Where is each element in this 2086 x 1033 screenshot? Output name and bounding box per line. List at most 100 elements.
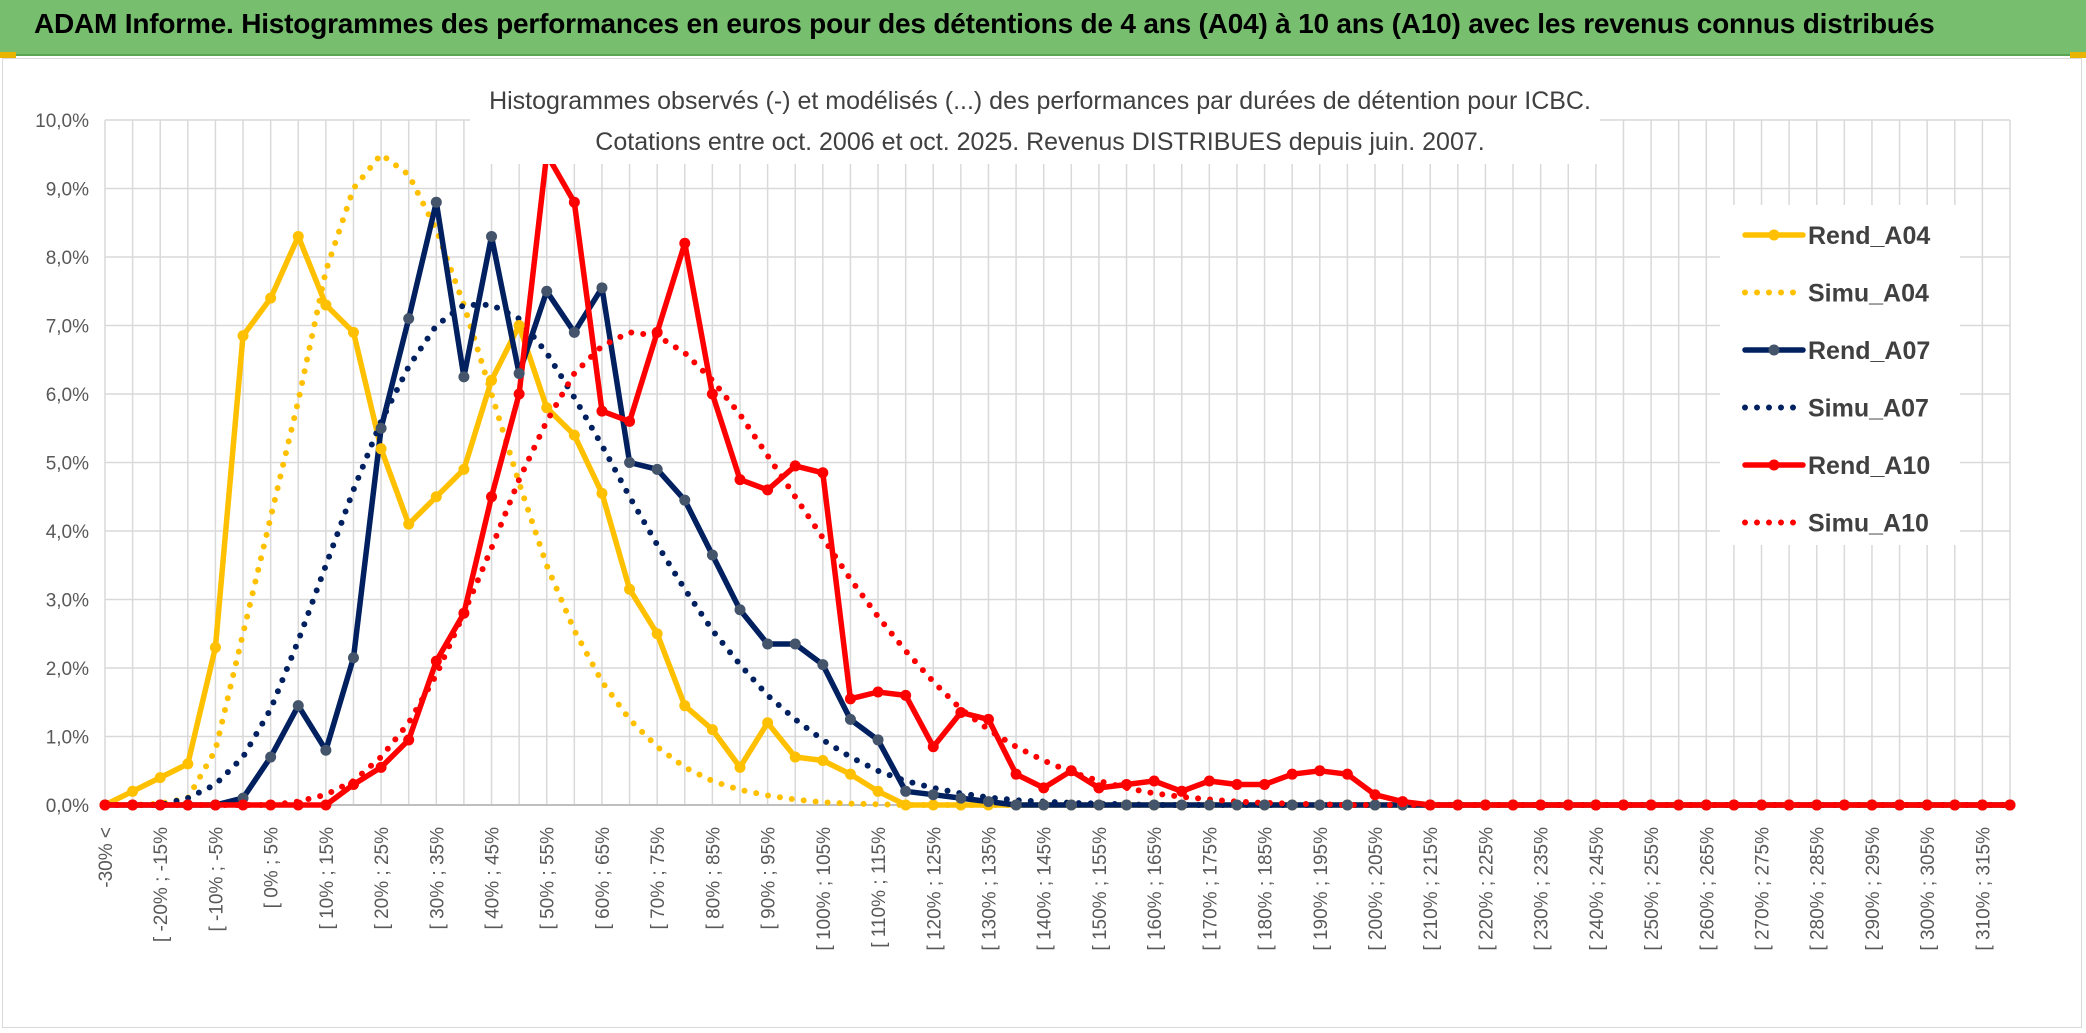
data-point-rend_a10: [1065, 765, 1077, 777]
y-tick-label: 10,0%: [35, 111, 89, 132]
legend-marker: [1768, 229, 1780, 241]
data-point-rend_a07: [430, 196, 442, 208]
x-tick-label: [ -20% ; -15%: [151, 827, 172, 942]
x-tick-label: -30% <: [96, 827, 117, 888]
data-point-rend_a10: [430, 655, 442, 667]
data-point-rend_a10: [900, 689, 912, 701]
report-title: ADAM Informe. Histogrammes des performan…: [34, 8, 1935, 39]
data-point-rend_a10: [513, 388, 525, 400]
corner-accent-left: [0, 52, 16, 58]
data-point-rend_a10: [2004, 799, 2016, 811]
x-tick-label: [ 210% ; 215%: [1421, 827, 1442, 951]
data-point-rend_a04: [568, 429, 580, 441]
data-point-rend_a04: [347, 326, 359, 338]
corner-accent-right: [2070, 52, 2086, 58]
data-point-rend_a04: [458, 463, 470, 475]
data-point-rend_a04: [292, 230, 304, 242]
data-point-rend_a04: [375, 443, 387, 455]
x-tick-label: [ 100% ; 105%: [814, 827, 835, 951]
data-point-rend_a10: [1038, 782, 1050, 794]
data-point-rend_a04: [844, 768, 856, 780]
x-tick-label: [ 310% ; 315%: [1973, 827, 1994, 951]
data-point-rend_a07: [1038, 799, 1050, 811]
legend: Rend_A04 Simu_A04 Rend_A07 Simu_A07 Rend_A10…: [1720, 205, 1960, 545]
x-tick-label: [ 40% ; 45%: [483, 827, 504, 930]
chart-title-background: [470, 78, 1600, 164]
data-point-rend_a10: [1479, 799, 1491, 811]
legend-label: Rend_A10: [1808, 452, 1930, 480]
data-point-rend_a10: [706, 388, 718, 400]
data-point-rend_a10: [1976, 799, 1988, 811]
data-point-rend_a10: [1286, 768, 1298, 780]
data-point-rend_a10: [1010, 768, 1022, 780]
data-point-rend_a07: [1231, 799, 1243, 811]
x-tick-label: [ 20% ; 25%: [372, 827, 393, 930]
data-point-rend_a04: [209, 641, 221, 653]
data-point-rend_a07: [1093, 799, 1105, 811]
x-tick-label: [ 190% ; 195%: [1311, 827, 1332, 951]
data-point-rend_a10: [182, 799, 194, 811]
x-axis-tick-labels: -30% < [ -20% ; -15% [ -10% ; -5% [ 0% ; 5%…: [96, 827, 1994, 951]
data-point-rend_a07: [679, 494, 691, 506]
data-point-rend_a04: [320, 299, 332, 311]
legend-label: Rend_A04: [1808, 222, 1930, 250]
data-point-rend_a07: [706, 549, 718, 561]
y-tick-label: 5,0%: [46, 454, 89, 475]
data-point-rend_a10: [458, 607, 470, 619]
data-point-rend_a10: [1949, 799, 1961, 811]
y-axis-tick-labels: 0,0% 1,0% 2,0% 3,0% 4,0% 5,0% 6,0% 7,0% 8,0% 9,0%…: [35, 111, 89, 817]
x-tick-label: [ 160% ; 165%: [1145, 827, 1166, 951]
data-point-rend_a10: [927, 741, 939, 753]
data-point-rend_a10: [1894, 799, 1906, 811]
data-point-rend_a04: [624, 583, 636, 595]
data-point-rend_a10: [955, 707, 967, 719]
data-point-rend_a10: [292, 799, 304, 811]
x-tick-label: [ 300% ; 305%: [1918, 827, 1939, 951]
data-point-rend_a07: [927, 789, 939, 801]
data-point-rend_a07: [1314, 799, 1326, 811]
y-tick-label: 2,0%: [46, 659, 89, 680]
data-point-rend_a10: [982, 713, 994, 725]
data-point-rend_a04: [927, 799, 939, 811]
data-point-rend_a04: [182, 758, 194, 770]
x-tick-label: [ 270% ; 275%: [1753, 827, 1774, 951]
x-tick-label: [ 280% ; 285%: [1808, 827, 1829, 951]
y-tick-label: 7,0%: [46, 317, 89, 338]
data-point-rend_a07: [872, 734, 884, 746]
x-tick-label: [ 130% ; 135%: [979, 827, 1000, 951]
data-point-rend_a04: [265, 292, 277, 304]
y-tick-label: 4,0%: [46, 522, 89, 543]
data-point-rend_a10: [375, 761, 387, 773]
x-tick-label: [ 180% ; 185%: [1256, 827, 1277, 951]
data-point-rend_a07: [596, 282, 608, 294]
data-point-rend_a10: [1369, 789, 1381, 801]
data-point-rend_a04: [154, 772, 166, 784]
data-point-rend_a04: [486, 374, 498, 386]
data-point-rend_a07: [1065, 799, 1077, 811]
x-tick-label: [ 50% ; 55%: [538, 827, 559, 930]
data-point-rend_a10: [734, 474, 746, 486]
data-point-rend_a10: [789, 460, 801, 472]
data-point-rend_a10: [1535, 799, 1547, 811]
data-point-rend_a10: [1811, 799, 1823, 811]
data-point-rend_a07: [1148, 799, 1160, 811]
data-point-rend_a07: [1203, 799, 1215, 811]
data-point-rend_a07: [955, 792, 967, 804]
data-point-rend_a10: [1673, 799, 1685, 811]
data-point-rend_a10: [844, 693, 856, 705]
data-point-rend_a10: [624, 415, 636, 427]
data-point-rend_a10: [1507, 799, 1519, 811]
data-point-rend_a10: [651, 326, 663, 338]
x-tick-label: [ 250% ; 255%: [1642, 827, 1663, 951]
x-tick-label: [ -10% ; -5%: [206, 827, 227, 932]
legend-marker: [1768, 459, 1780, 471]
x-tick-label: [ 240% ; 245%: [1587, 827, 1608, 951]
legend-label: Rend_A07: [1808, 337, 1930, 365]
data-point-rend_a10: [237, 799, 249, 811]
data-point-rend_a07: [347, 652, 359, 664]
x-tick-label: [ 60% ; 65%: [593, 827, 614, 930]
data-point-rend_a10: [568, 196, 580, 208]
x-tick-label: [ 80% ; 85%: [703, 827, 724, 930]
data-point-rend_a10: [99, 799, 111, 811]
data-point-rend_a04: [237, 330, 249, 342]
